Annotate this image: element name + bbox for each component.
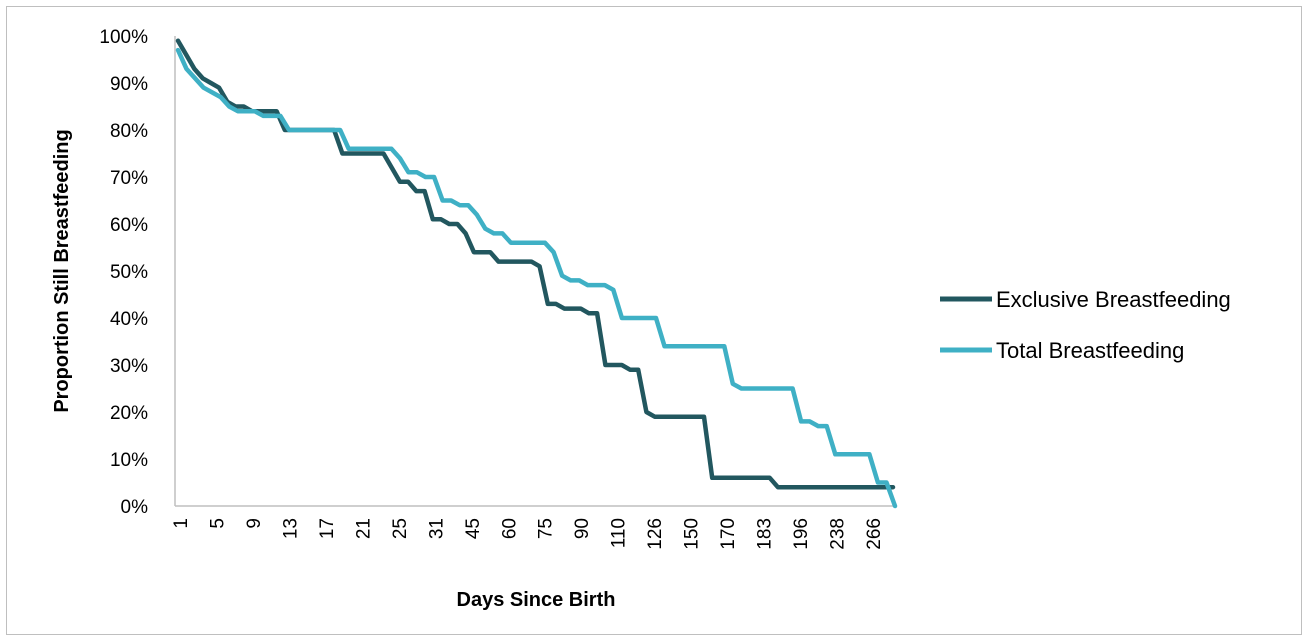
- y-tick-label: 30%: [110, 356, 148, 377]
- x-tick-label: 75: [536, 518, 557, 539]
- x-tick-label: 150: [682, 518, 703, 550]
- x-tick-label: 21: [353, 518, 374, 539]
- x-axis-ticks: 1 5 9 13 17 21 25 31 45 60 75 90 110 126 150 170 183 196 2…: [171, 518, 885, 550]
- y-tick-label: 0%: [121, 497, 149, 518]
- y-axis-ticks: 0% 10% 20% 30% 40% 50% 60% 70% 80% 90% 100%: [99, 27, 148, 518]
- x-tick-label: 110: [609, 518, 630, 548]
- y-tick-label: 70%: [110, 168, 148, 189]
- y-axis-title: Proportion Still Breastfeeding: [51, 129, 73, 412]
- x-tick-label: 238: [828, 518, 849, 550]
- legend: Exclusive Breastfeeding Total Breastfeedi…: [940, 287, 1231, 363]
- chart-frame: [6, 6, 1302, 635]
- x-tick-label: 1: [171, 518, 192, 529]
- x-tick-label: 196: [791, 518, 812, 550]
- x-tick-label: 13: [280, 518, 301, 539]
- x-tick-label: 5: [207, 518, 228, 529]
- y-tick-label: 100%: [99, 27, 148, 48]
- x-tick-label: 60: [499, 518, 520, 539]
- x-tick-label: 45: [463, 518, 484, 539]
- x-tick-label: 183: [755, 518, 776, 550]
- x-axis-title: Days Since Birth: [457, 589, 616, 611]
- series-line-total: [175, 47, 898, 509]
- y-tick-label: 80%: [110, 121, 148, 142]
- y-tick-label: 50%: [110, 262, 148, 283]
- y-tick-label: 90%: [110, 74, 148, 95]
- x-tick-label: 9: [244, 518, 265, 529]
- x-tick-label: 31: [426, 518, 447, 539]
- series-line-exclusive: [175, 38, 896, 490]
- y-tick-label: 60%: [110, 215, 148, 236]
- series-lines: [175, 38, 898, 509]
- y-tick-label: 40%: [110, 309, 148, 330]
- legend-label: Exclusive Breastfeeding: [996, 287, 1231, 312]
- x-tick-label: 90: [572, 518, 593, 539]
- legend-label: Total Breastfeeding: [996, 338, 1184, 363]
- x-tick-label: 25: [390, 518, 411, 539]
- x-tick-label: 170: [718, 518, 739, 550]
- y-tick-label: 20%: [110, 403, 148, 424]
- y-tick-label: 10%: [110, 450, 148, 471]
- x-tick-label: 126: [645, 518, 666, 550]
- x-tick-label: 17: [317, 518, 338, 539]
- x-tick-label: 266: [864, 518, 885, 550]
